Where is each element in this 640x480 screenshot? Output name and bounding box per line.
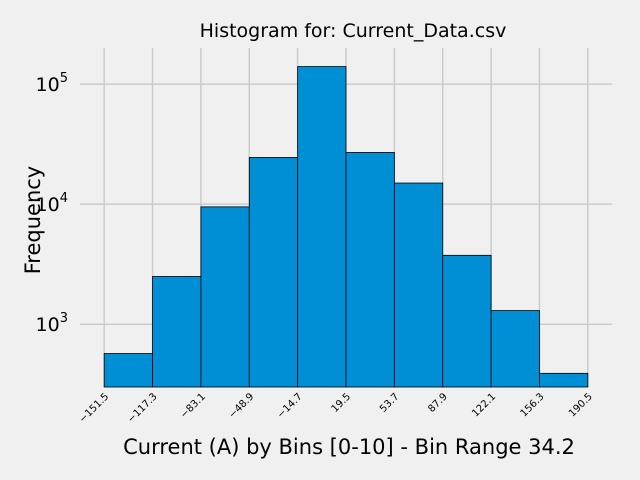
histogram-bar <box>442 254 492 388</box>
x-axis-label: Current (A) by Bins [0-10] - Bin Range 3… <box>123 435 575 459</box>
histogram-bar <box>539 372 589 388</box>
histogram-bars <box>103 66 589 388</box>
histogram-bar <box>103 353 153 388</box>
histogram-bar <box>200 206 250 388</box>
chart-title: Histogram for: Current_Data.csv <box>200 20 507 42</box>
histogram-bar <box>393 182 444 388</box>
y-tick-label: 103 <box>36 311 68 336</box>
y-tick-label: 104 <box>36 191 68 216</box>
y-tick-labels: 103 104 105 <box>36 71 68 336</box>
histogram-bar <box>152 276 202 388</box>
histogram-bar <box>490 310 540 388</box>
y-tick-label: 105 <box>36 71 68 96</box>
histogram-bar <box>345 152 395 388</box>
histogram-bar <box>248 157 299 388</box>
y-axis-label: Frequency <box>21 166 45 275</box>
histogram-bar <box>297 66 347 388</box>
